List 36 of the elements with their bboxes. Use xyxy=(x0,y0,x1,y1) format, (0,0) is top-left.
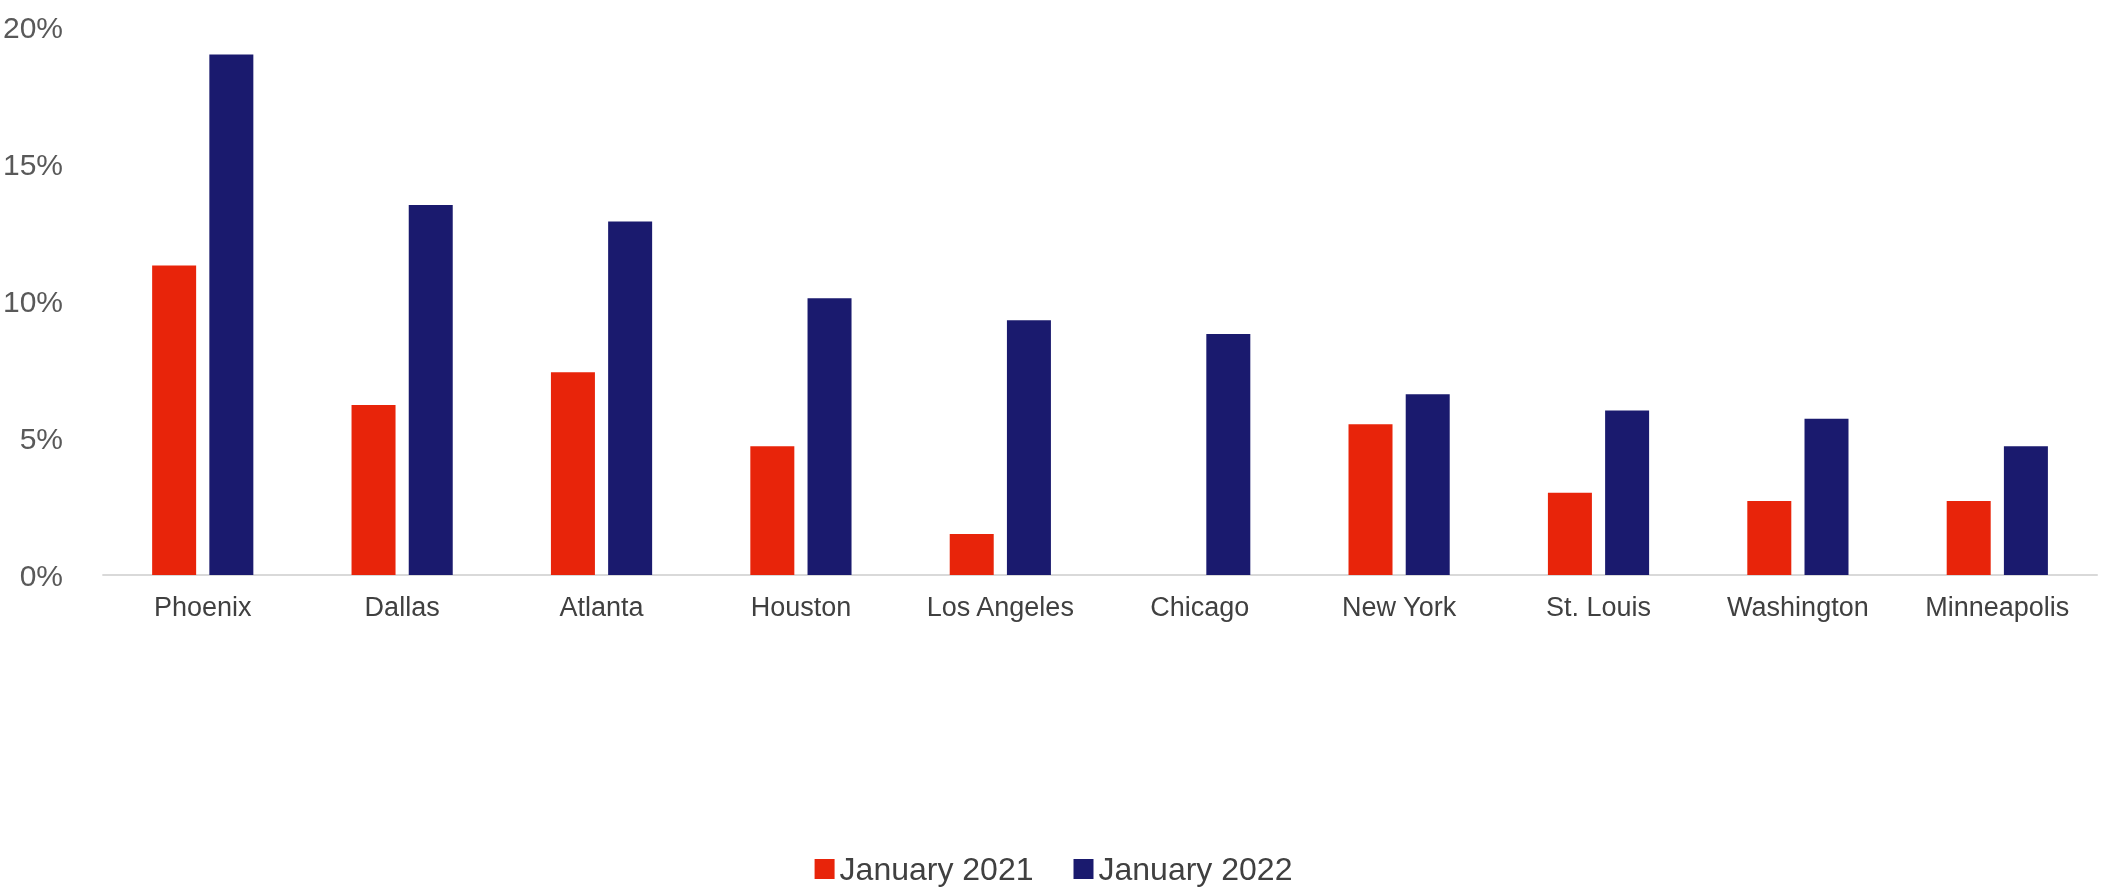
x-tick-label: Los Angeles xyxy=(926,591,1074,622)
y-tick-label: 10% xyxy=(3,284,64,318)
bar xyxy=(807,298,852,575)
bar xyxy=(2003,446,2048,575)
x-tick-label: New York xyxy=(1342,591,1457,622)
x-tick-label: Minneapolis xyxy=(1925,591,2070,622)
bar xyxy=(351,405,396,575)
bar xyxy=(408,205,453,575)
bar xyxy=(608,221,653,575)
bar xyxy=(1405,394,1450,575)
bar xyxy=(750,446,795,575)
bar xyxy=(1006,320,1051,575)
y-tick-label: 0% xyxy=(19,558,64,592)
x-tick-label: Chicago xyxy=(1150,591,1250,622)
bar xyxy=(1747,501,1792,575)
bar xyxy=(152,265,197,575)
x-tick-label: Phoenix xyxy=(153,591,253,622)
legend-label: January 2021 xyxy=(839,851,1034,887)
y-tick-label: 15% xyxy=(3,147,64,181)
y-tick-label: 20% xyxy=(3,10,64,44)
bar xyxy=(1605,410,1650,575)
bar xyxy=(1348,424,1393,575)
bar xyxy=(209,54,254,575)
legend-label: January 2022 xyxy=(1098,851,1293,887)
y-tick-label: 5% xyxy=(19,421,64,455)
x-tick-label: Houston xyxy=(750,591,852,622)
x-tick-label: Washington xyxy=(1727,591,1869,622)
x-tick-label: Dallas xyxy=(364,591,440,622)
x-tick-label: Atlanta xyxy=(559,591,645,622)
bar xyxy=(1206,333,1251,575)
bar xyxy=(1804,418,1849,575)
bar xyxy=(1547,492,1592,575)
bar xyxy=(1946,501,1991,575)
bar xyxy=(550,372,595,575)
bar xyxy=(949,533,994,575)
x-tick-label: St. Louis xyxy=(1545,591,1652,622)
